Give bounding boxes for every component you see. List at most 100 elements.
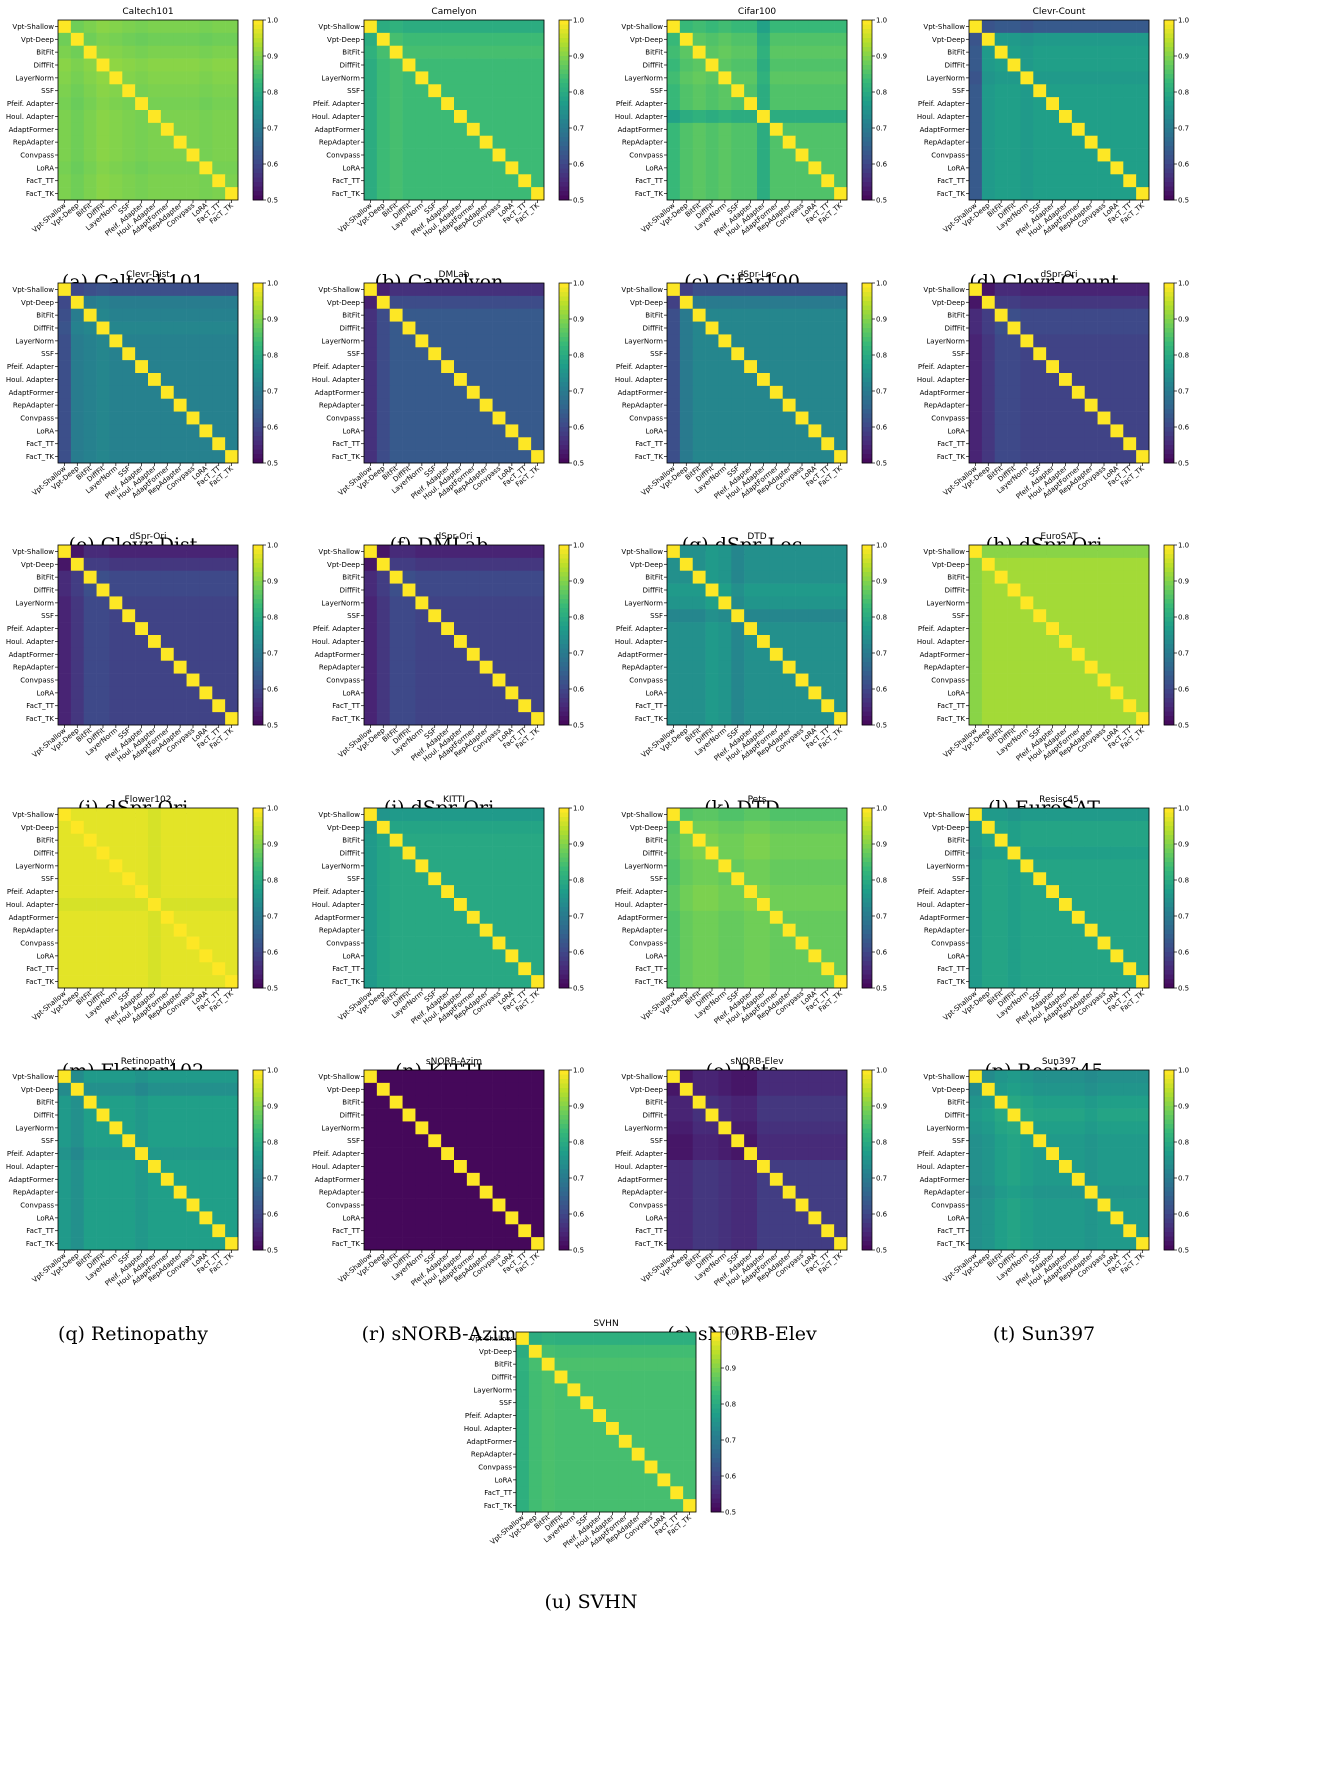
colorbar-segment (862, 970, 872, 975)
heatmap-cell (364, 360, 378, 374)
heatmap-cell (70, 686, 85, 700)
heatmap-cell (160, 859, 175, 873)
heatmap-cell (808, 820, 822, 835)
heatmap-cell (994, 20, 1008, 34)
heatmap-cell (83, 148, 97, 162)
heatmap-cell (1046, 910, 1060, 925)
heatmap-cell (415, 570, 429, 584)
heatmap-cell (1046, 833, 1060, 847)
colorbar-segment (862, 599, 872, 604)
colorbar-segment (862, 150, 872, 156)
heatmap-cell (757, 161, 771, 175)
colorbar-segment (253, 693, 263, 699)
heatmap-cell (692, 660, 706, 674)
colorbar-segment (1164, 123, 1174, 129)
heatmap-cell (173, 872, 187, 886)
heatmap-cell (757, 686, 771, 700)
colorbar-segment (1164, 400, 1174, 405)
heatmap-cell (70, 660, 85, 674)
colorbar-segment (559, 132, 569, 138)
heatmap-cell (795, 373, 809, 387)
heatmap-cell (667, 596, 681, 610)
heatmap-cell (83, 820, 97, 835)
y-tick-label: LayerNorm (624, 862, 663, 870)
heatmap-cell (1110, 686, 1124, 700)
heatmap-cell (679, 622, 694, 636)
colorbar-segment (559, 893, 569, 899)
heatmap-cell (199, 135, 213, 149)
heatmap-cell (389, 846, 403, 860)
heatmap-cell (1046, 308, 1060, 322)
heatmap-cell (441, 32, 455, 47)
heatmap-cell (834, 699, 848, 713)
heatmap-cell (692, 20, 706, 34)
heatmap-cell (441, 872, 455, 886)
heatmap-cell (148, 32, 162, 47)
heatmap-cell (1033, 712, 1047, 726)
colorbar-segment (1164, 545, 1174, 550)
heatmap-cell (969, 148, 983, 162)
heatmap-cell (479, 411, 493, 425)
heatmap-cell (705, 859, 719, 873)
heatmap-cell (757, 545, 771, 559)
heatmap-cell (441, 936, 455, 950)
heatmap-cell (769, 20, 784, 34)
heatmap-cell (135, 609, 149, 623)
heatmap-cell (1020, 308, 1034, 322)
heatmap-cell (969, 450, 983, 464)
heatmap-cell (808, 557, 822, 572)
heatmap-cell (1046, 846, 1060, 860)
heatmap-cell (531, 71, 545, 85)
heatmap-cell (364, 570, 378, 584)
heatmap-cell (466, 712, 481, 726)
heatmap-cell (1059, 808, 1073, 822)
heatmap-cell (782, 686, 796, 700)
heatmap-cell (795, 596, 809, 610)
heatmap-cell (505, 673, 519, 687)
colorbar-tick-label: 1.0 (267, 542, 278, 550)
heatmap-cell (148, 622, 162, 636)
heatmap-cell (1097, 58, 1111, 72)
colorbar-segment (559, 599, 569, 604)
heatmap-cell (769, 283, 784, 297)
colorbar-segment (1164, 132, 1174, 138)
heatmap-cell (705, 583, 719, 597)
heatmap-cell (1123, 450, 1137, 464)
colorbar-segment (253, 141, 263, 147)
heatmap-cell (428, 58, 442, 72)
heatmap-cell (667, 885, 681, 899)
y-tick-label: FacT_TK (937, 978, 966, 986)
heatmap-cell (70, 20, 85, 34)
colorbar-segment (1164, 884, 1174, 890)
heatmap-cell (389, 20, 403, 34)
heatmap-cell (160, 148, 175, 162)
heatmap-cell (667, 808, 681, 822)
heatmap-cell (1097, 872, 1111, 886)
heatmap-cell (834, 385, 848, 400)
colorbar-segment (1164, 78, 1174, 84)
heatmap-cell (692, 437, 706, 451)
heatmap-cell (389, 97, 403, 111)
heatmap-cell (705, 122, 719, 137)
colorbar-segment (1164, 418, 1174, 423)
heatmap-cell (70, 411, 85, 425)
heatmap-cell (364, 45, 378, 59)
colorbar-segment (253, 711, 263, 717)
heatmap-cell (518, 97, 532, 111)
heatmap-cell (160, 660, 175, 674)
heatmap-cell (389, 936, 403, 950)
colorbar-segment (862, 808, 872, 813)
heatmap-cell (1033, 398, 1047, 412)
colorbar-segment (1164, 377, 1174, 383)
heatmap-cell (505, 898, 519, 912)
heatmap-cell (757, 859, 771, 873)
heatmap-cell (135, 135, 149, 149)
heatmap-cell (441, 360, 455, 374)
colorbar-segment (862, 952, 872, 957)
colorbar-segment (862, 328, 872, 333)
colorbar-segment (559, 680, 569, 685)
heatmap-cell (1046, 660, 1060, 674)
heatmap-cell (744, 58, 758, 72)
heatmap-cell (428, 975, 442, 989)
colorbar-tick-label: 0.9 (1178, 53, 1189, 61)
